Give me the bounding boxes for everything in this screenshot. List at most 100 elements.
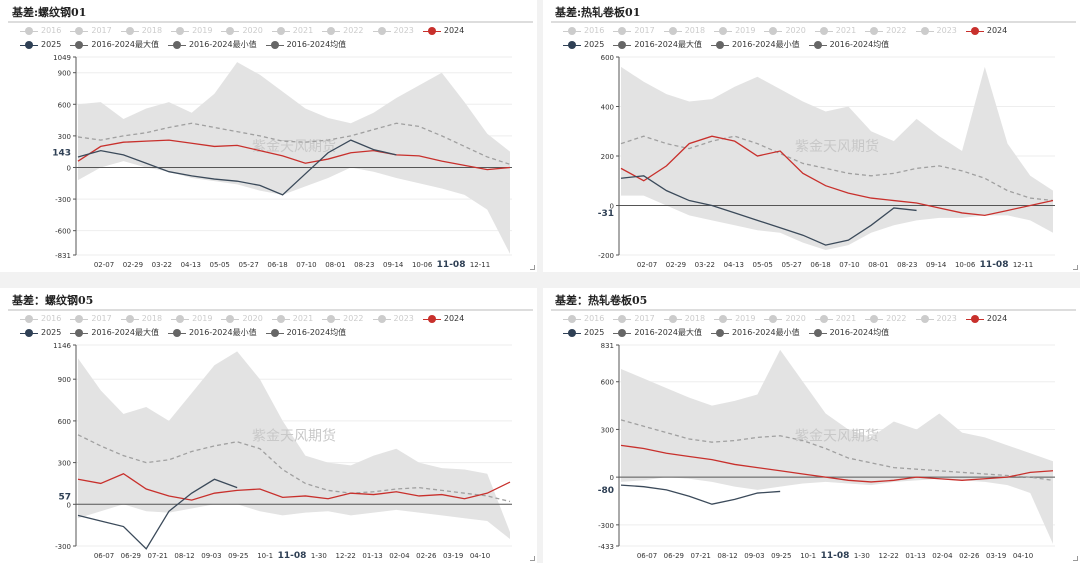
- legend-label: 2016-2024最小值: [188, 328, 257, 337]
- legend-item-2021[interactable]: 2021: [271, 24, 313, 38]
- legend-item-2016-2024均值[interactable]: 2016-2024均值: [808, 326, 890, 340]
- legend-item-2023[interactable]: 2023: [372, 312, 414, 326]
- legend-label: 2020: [785, 26, 806, 35]
- legend-marker-icon: [171, 26, 190, 35]
- avg-line: [620, 135, 1054, 202]
- legend-item-2016-2024最大值[interactable]: 2016-2024最大值: [70, 38, 159, 52]
- legend-item-2022[interactable]: 2022: [322, 24, 364, 38]
- legend-item-2025[interactable]: 2025: [563, 38, 604, 52]
- x-tick-label: 05-27: [781, 261, 801, 269]
- series-2024-line: [620, 444, 1054, 483]
- legend-item-2016-2024最大值[interactable]: 2016-2024最大值: [613, 326, 702, 340]
- legend-item-2016[interactable]: 2016: [20, 312, 61, 326]
- legend-item-2018[interactable]: 2018: [120, 24, 162, 38]
- legend-item-2024[interactable]: 2024: [422, 312, 464, 326]
- chart-plot: 600 400 200 0 -200 紫金天风期货 -31 02-07 02-29 03-22 04…: [598, 54, 1055, 270]
- legend-marker-icon: [710, 328, 729, 337]
- legend-item-2022[interactable]: 2022: [865, 24, 907, 38]
- resize-handle[interactable]: [1073, 265, 1078, 270]
- legend-item-2024[interactable]: 2024: [965, 312, 1008, 326]
- legend-item-2021[interactable]: 2021: [271, 312, 313, 326]
- legend-item-2023[interactable]: 2023: [372, 24, 414, 38]
- legend-label: 2018: [141, 314, 163, 323]
- legend-label: 2018: [684, 314, 706, 323]
- legend-item-2016-2024最小值[interactable]: 2016-2024最小值: [710, 38, 800, 52]
- legend-label: 2020: [785, 314, 806, 323]
- legend-item-2019[interactable]: 2019: [714, 312, 755, 326]
- legend-item-2024[interactable]: 2024: [965, 24, 1007, 38]
- x-tick-label: 04-10: [1013, 552, 1033, 560]
- chart-plot: 1146 900 600 300 0 -300 紫金天风期货 57 06-07 06-29 07-2…: [53, 342, 512, 561]
- resize-handle[interactable]: [530, 556, 535, 561]
- legend: 2016 2017 2018 2019 2020 2021 2022 2023 2024 2025…: [563, 312, 1063, 340]
- legend-item-2023[interactable]: 2023: [915, 24, 957, 38]
- legend-item-2020[interactable]: 2020: [221, 24, 263, 38]
- resize-handle[interactable]: [530, 265, 535, 270]
- resize-handle[interactable]: [1073, 556, 1078, 561]
- legend-item-2016-2024最小值[interactable]: 2016-2024最小值: [710, 326, 800, 340]
- legend-item-2020[interactable]: 2020: [221, 312, 263, 326]
- x-tick-label: 06-07: [637, 552, 657, 560]
- legend-item-2023[interactable]: 2023: [915, 312, 957, 326]
- legend-label: 2024: [986, 314, 1008, 323]
- legend-label: 2022: [886, 314, 907, 323]
- legend-item-2024[interactable]: 2024: [422, 24, 464, 38]
- y-tick-label: -300: [598, 522, 614, 530]
- legend-label: 2025: [41, 328, 62, 337]
- legend-item-2020[interactable]: 2020: [764, 24, 806, 38]
- legend-item-2017[interactable]: 2017: [613, 312, 655, 326]
- legend-item-2017[interactable]: 2017: [70, 24, 112, 38]
- legend-item-2017[interactable]: 2017: [70, 312, 112, 326]
- chart-title: 基差:螺纹钢01: [12, 6, 87, 19]
- legend-item-2016-2024均值[interactable]: 2016-2024均值: [808, 38, 889, 52]
- legend-marker-icon: [714, 314, 733, 323]
- legend-item-2020[interactable]: 2020: [764, 312, 806, 326]
- legend-item-2019[interactable]: 2019: [171, 24, 212, 38]
- x-tick-label: 06-07: [94, 552, 114, 560]
- legend-item-2016-2024最小值[interactable]: 2016-2024最小值: [167, 38, 257, 52]
- legend-item-2016-2024最大值[interactable]: 2016-2024最大值: [70, 326, 159, 340]
- legend-item-2016[interactable]: 2016: [563, 24, 604, 38]
- x-tick-label: 09-14: [383, 261, 404, 269]
- legend-item-2018[interactable]: 2018: [663, 312, 706, 326]
- legend-item-2019[interactable]: 2019: [171, 312, 212, 326]
- legend-item-2022[interactable]: 2022: [865, 312, 907, 326]
- legend-item-2016-2024均值[interactable]: 2016-2024均值: [265, 326, 346, 340]
- x-tick-label: 08-12: [717, 552, 737, 560]
- legend-item-2018[interactable]: 2018: [120, 312, 163, 326]
- y-tick-label: 300: [58, 133, 71, 141]
- legend-item-2021[interactable]: 2021: [814, 312, 856, 326]
- legend-item-2016-2024最大值[interactable]: 2016-2024最大值: [613, 38, 702, 52]
- x-tick-label: 02-26: [959, 552, 980, 560]
- legend-item-2016[interactable]: 2016: [20, 24, 61, 38]
- legend-label: 2023: [936, 26, 957, 35]
- legend-item-2016-2024均值[interactable]: 2016-2024均值: [265, 38, 346, 52]
- y-pointer-label: -31: [598, 209, 614, 219]
- x-tick-label: 10-1: [800, 552, 816, 560]
- x-tick-label: 10-06: [412, 261, 433, 269]
- x-tick-label: 1-30: [311, 552, 327, 560]
- watermark: 紫金天风期货: [795, 138, 879, 155]
- chart-panel-hrc-01: 基差:热轧卷板01 2016 2017 2018 2019 2020 2021 2022 202…: [543, 0, 1080, 272]
- legend-item-2022[interactable]: 2022: [322, 312, 364, 326]
- legend-item-2016-2024最小值[interactable]: 2016-2024最小值: [167, 326, 257, 340]
- x-tick-label: 04-10: [470, 552, 490, 560]
- legend-marker-icon: [120, 26, 139, 35]
- legend-marker-icon: [563, 328, 581, 337]
- legend-item-2019[interactable]: 2019: [714, 24, 755, 38]
- legend-item-2025[interactable]: 2025: [20, 326, 61, 340]
- series-2025-line: [620, 484, 781, 505]
- x-tick-label: 06-18: [267, 261, 287, 269]
- legend-item-2025[interactable]: 2025: [20, 38, 61, 52]
- series-2024-line: [77, 472, 511, 501]
- x-tick-label: 02-07: [637, 261, 657, 269]
- x-tick-label: 09-25: [228, 552, 248, 560]
- divider: [8, 21, 533, 23]
- legend-item-2016[interactable]: 2016: [563, 312, 604, 326]
- legend-label: 2016-2024均值: [829, 328, 890, 337]
- x-tick-label: 03-22: [695, 261, 715, 269]
- legend-item-2018[interactable]: 2018: [663, 24, 705, 38]
- legend-item-2025[interactable]: 2025: [563, 326, 604, 340]
- legend-item-2017[interactable]: 2017: [613, 24, 655, 38]
- legend-item-2021[interactable]: 2021: [814, 24, 856, 38]
